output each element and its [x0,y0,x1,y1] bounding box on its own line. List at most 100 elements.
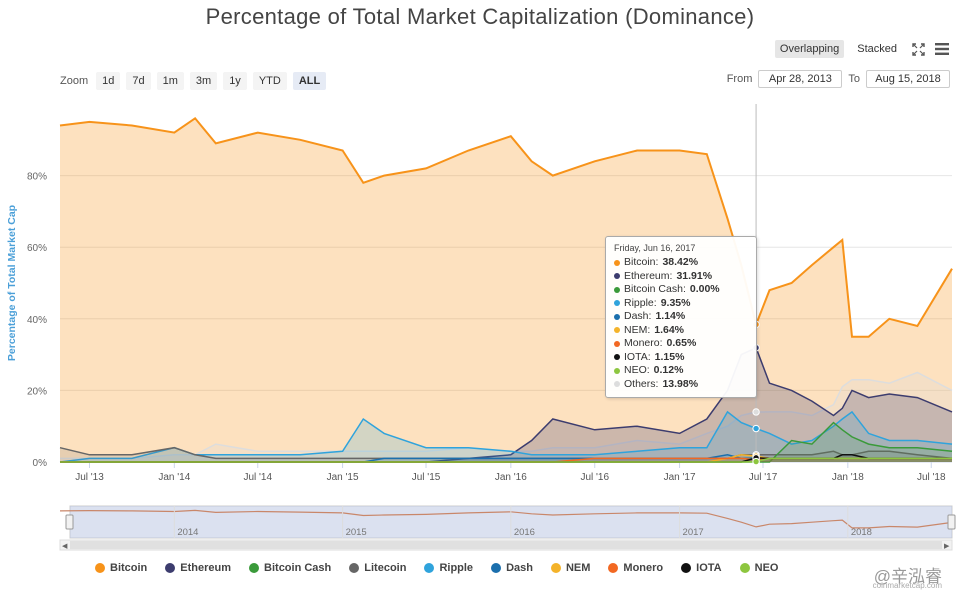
legend-label: Bitcoin Cash [264,562,332,574]
tooltip-series-name: IOTA: [624,350,651,363]
tooltip-series-dot [614,340,620,347]
tooltip-row: Others: 13.98% [614,378,748,392]
legend-label: Dash [506,562,533,574]
tooltip-rows: Bitcoin: 38.42% Ethereum: 31.91% Bitcoin Cas… [614,256,748,391]
y-tick-label: 40% [27,315,47,326]
scroll-right-arrow-icon[interactable]: ▶ [944,543,950,550]
chart-tooltip: Friday, Jun 16, 2017 Bitcoin: 38.42% Ether… [605,236,757,398]
ripple-hover-marker [752,424,760,433]
tooltip-series-name: NEM: [624,323,651,336]
from-label: From [726,73,753,85]
tooltip-series-value: 1.15% [654,350,685,363]
date-range-selector: From Apr 28, 2013 To Aug 15, 2018 [727,70,950,88]
legend-marker [349,563,360,573]
legend-marker [424,563,435,573]
others-line[interactable] [60,371,953,460]
stacked-button[interactable]: Stacked [857,43,897,55]
legend-marker [491,563,502,573]
tooltip-row: Ripple: 9.35% [614,297,748,311]
legend-marker [550,563,561,573]
legend-item-ethereum[interactable]: Ethereum [165,562,231,574]
bitcoin-line[interactable] [59,116,953,338]
navigator-series-line [59,509,953,529]
y-tick-label: 60% [27,243,47,254]
zoom-all-button[interactable]: ALL [292,72,327,90]
navigator-year-label: 2018 [851,527,872,538]
ripple-line[interactable] [59,410,953,463]
navigator-right-handle[interactable] [947,514,956,530]
legend-marker [165,563,176,573]
y-axis-label: Percentage of Total Market Cap [6,205,18,361]
navigator-year-label: 2014 [177,527,198,538]
ethereum-area [60,347,952,462]
tooltip-row: Monero: 0.65% [614,337,748,351]
legend-item-iota[interactable]: IOTA [681,562,722,574]
scrollbar-thumb[interactable] [70,541,942,549]
overlapping-button[interactable]: Overlapping [774,40,845,58]
tooltip-series-name: Bitcoin: [624,256,659,268]
hamburger-menu-graphic [935,43,949,55]
legend-marker [95,563,105,573]
y-tick-label: 0% [33,458,48,469]
tooltip-date: Friday, Jun 16, 2017 [614,243,696,253]
tooltip-row: Bitcoin Cash: 0.00% [614,283,748,297]
x-tick-label: Jan '16 [495,472,527,483]
tooltip-series-value: 13.98% [662,377,699,390]
expand-icon-graphic [911,42,925,56]
tooltip-series-value: 1.64% [654,323,685,336]
legend-label: NEM [565,562,591,574]
zoom-1y-button[interactable]: 1y [223,72,247,90]
scroll-left-arrow-icon[interactable]: ◀ [62,543,68,550]
zoom-7d-button[interactable]: 7d [126,72,151,90]
legend-marker [249,563,260,573]
legend-item-bitcoin-cash[interactable]: Bitcoin Cash [249,562,331,574]
x-tick-label: Jan '14 [158,472,190,483]
navigator-year-label: 2016 [514,527,535,538]
legend-item-neo[interactable]: NEO [739,562,778,574]
legend-item-bitcoin[interactable]: Bitcoin [95,562,147,574]
legend-marker [739,563,750,573]
zoom-3m-button[interactable]: 3m [189,72,218,90]
x-tick-label: Jul '16 [580,472,609,483]
tooltip-series-dot [614,300,620,307]
legend-item-dash[interactable]: Dash [491,562,533,574]
tooltip-series-dot [614,259,620,266]
zoom-1m-button[interactable]: 1m [156,72,184,90]
others-area [60,372,952,462]
neo-line[interactable] [60,457,952,463]
legend-item-litecoin[interactable]: Litecoin [349,562,406,574]
to-date-input[interactable]: Aug 15, 2018 [866,70,950,88]
ripple-area [60,411,952,462]
x-tick-label: Jul '13 [75,472,104,483]
legend-label: Bitcoin [110,562,148,574]
chart-legend: Bitcoin Ethereum Bitcoin Cash Litecoin Rippl… [95,562,778,574]
y-tick-label: 20% [27,386,47,397]
expand-icon[interactable] [910,41,926,57]
tooltip-series-dot [614,327,620,334]
chart-mode-controls: Overlapping Stacked [774,40,950,58]
watermark-source: coinmarketcap.com [872,581,942,590]
watermark-text: @辛泓睿 [873,567,942,586]
zoom-1d-button[interactable]: 1d [96,72,121,90]
others-hover-marker [752,408,760,416]
nem-area [60,454,952,462]
tooltip-row: Ethereum: 31.91% [614,270,748,284]
tooltip-row: NEO: 0.12% [614,364,748,378]
tooltip-series-dot [614,367,620,374]
tooltip-series-value: 31.91% [676,269,713,282]
legend-label: Ripple [439,562,474,574]
legend-marker [681,563,692,573]
tooltip-series-value: 0.00% [689,283,720,295]
navigator-left-handle[interactable] [65,514,74,530]
legend-item-ripple[interactable]: Ripple [424,562,473,574]
legend-item-nem[interactable]: NEM [550,562,591,574]
legend-item-monero[interactable]: Monero [608,562,663,574]
navigator-year-label: 2015 [346,527,367,538]
zoom-ytd-button[interactable]: YTD [252,72,287,90]
tooltip-series-name: NEO: [624,364,650,376]
tooltip-series-value: 9.35% [660,296,691,309]
hamburger-menu-icon[interactable] [934,41,950,57]
from-date-input[interactable]: Apr 28, 2013 [758,70,843,88]
to-label: To [848,73,860,85]
tooltip-series-dot [614,273,620,280]
